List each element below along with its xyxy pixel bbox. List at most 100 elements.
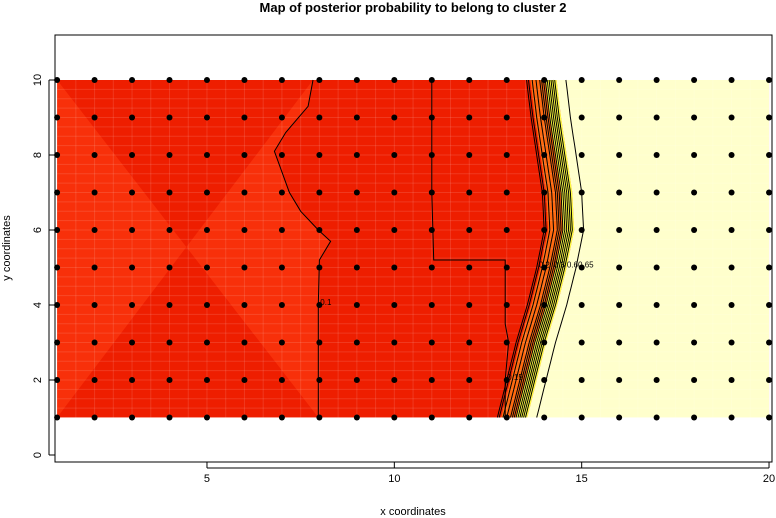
sample-point [691,114,698,121]
sample-point [691,227,698,233]
sample-point [241,189,248,196]
sample-point [616,189,623,196]
sample-point [54,114,61,121]
sample-point [766,264,773,271]
sample-point [428,114,435,121]
sample-point [166,227,173,233]
sample-point [653,339,660,346]
sample-point [728,227,735,233]
x-tick-label: 15 [576,473,588,485]
chart-title: Map of posterior probability to belong t… [260,0,567,15]
contour-line-0.15 [431,80,510,418]
sample-point [391,114,398,121]
sample-point [541,339,548,346]
sample-point [578,377,585,383]
heatmap-layer [56,80,770,418]
sample-point [466,189,473,196]
sample-point [616,77,623,83]
sample-point [353,339,360,346]
sample-point [203,377,210,383]
sample-point [578,414,585,421]
sample-point [428,339,435,346]
sample-point [616,377,623,383]
sample-point [503,152,510,158]
sample-point [391,302,398,308]
sample-point [203,264,210,271]
heat-band-low-left [57,80,331,418]
contour-line [510,79,558,418]
sample-point [91,77,98,83]
sample-point [278,339,285,346]
sample-point [203,414,210,421]
contour-line [513,79,562,418]
sample-point [466,264,473,271]
sample-point [353,77,360,83]
sample-point [241,264,248,271]
contour-line [519,79,568,418]
sample-point [428,377,435,383]
sample-point [653,264,660,271]
sample-point [91,114,98,121]
sample-point [129,189,136,196]
sample-point [578,227,585,233]
sample-point [166,114,173,121]
contour-line-0.6 [525,79,573,418]
sample-point [616,114,623,121]
sample-point [316,414,323,421]
x-axis-label: x coordinates [380,506,446,518]
y-tick-label: 6 [32,227,44,233]
sample-point [766,414,773,421]
sample-point [728,77,735,83]
sample-point [129,414,136,421]
sample-point [691,264,698,271]
sample-point [316,77,323,83]
sample-point [91,377,98,383]
sample-point [766,377,773,383]
sample-point [129,339,136,346]
sample-point [91,339,98,346]
sample-point [728,264,735,271]
sample-point [728,152,735,158]
sample-point [278,114,285,121]
sample-point [653,114,660,121]
sample-point [466,114,473,121]
sample-point [129,264,136,271]
sample-point [241,227,248,233]
sample-point [503,77,510,83]
plot-frame [54,34,773,463]
sample-point [129,77,136,83]
y-tick-label: 4 [32,302,44,308]
y-tick-label: 10 [32,74,44,86]
sample-point [353,302,360,308]
sample-point [278,264,285,271]
sample-point [91,302,98,308]
y-tick-label: 2 [32,377,44,383]
sample-point [54,152,61,158]
sample-point [691,414,698,421]
sample-point [203,114,210,121]
sample-point [766,189,773,196]
sample-point [353,264,360,271]
sample-point [316,114,323,121]
sample-point [541,152,548,158]
contour-line [523,79,571,418]
sample-point [391,339,398,346]
sample-point [503,414,510,421]
sample-point [54,264,61,271]
sample-point [54,302,61,308]
sample-point [616,339,623,346]
sample-point [316,227,323,233]
contour-label: 0.65 [578,261,594,270]
contour-label: 0.1 [320,298,332,307]
sample-point [241,414,248,421]
sample-point [353,414,360,421]
sample-point [503,114,510,121]
sample-point [166,339,173,346]
sample-point [466,302,473,308]
sample-point [766,339,773,346]
sample-point [578,189,585,196]
sample-point [466,339,473,346]
sample-point [91,414,98,421]
contour-line-0.2 [496,79,545,418]
